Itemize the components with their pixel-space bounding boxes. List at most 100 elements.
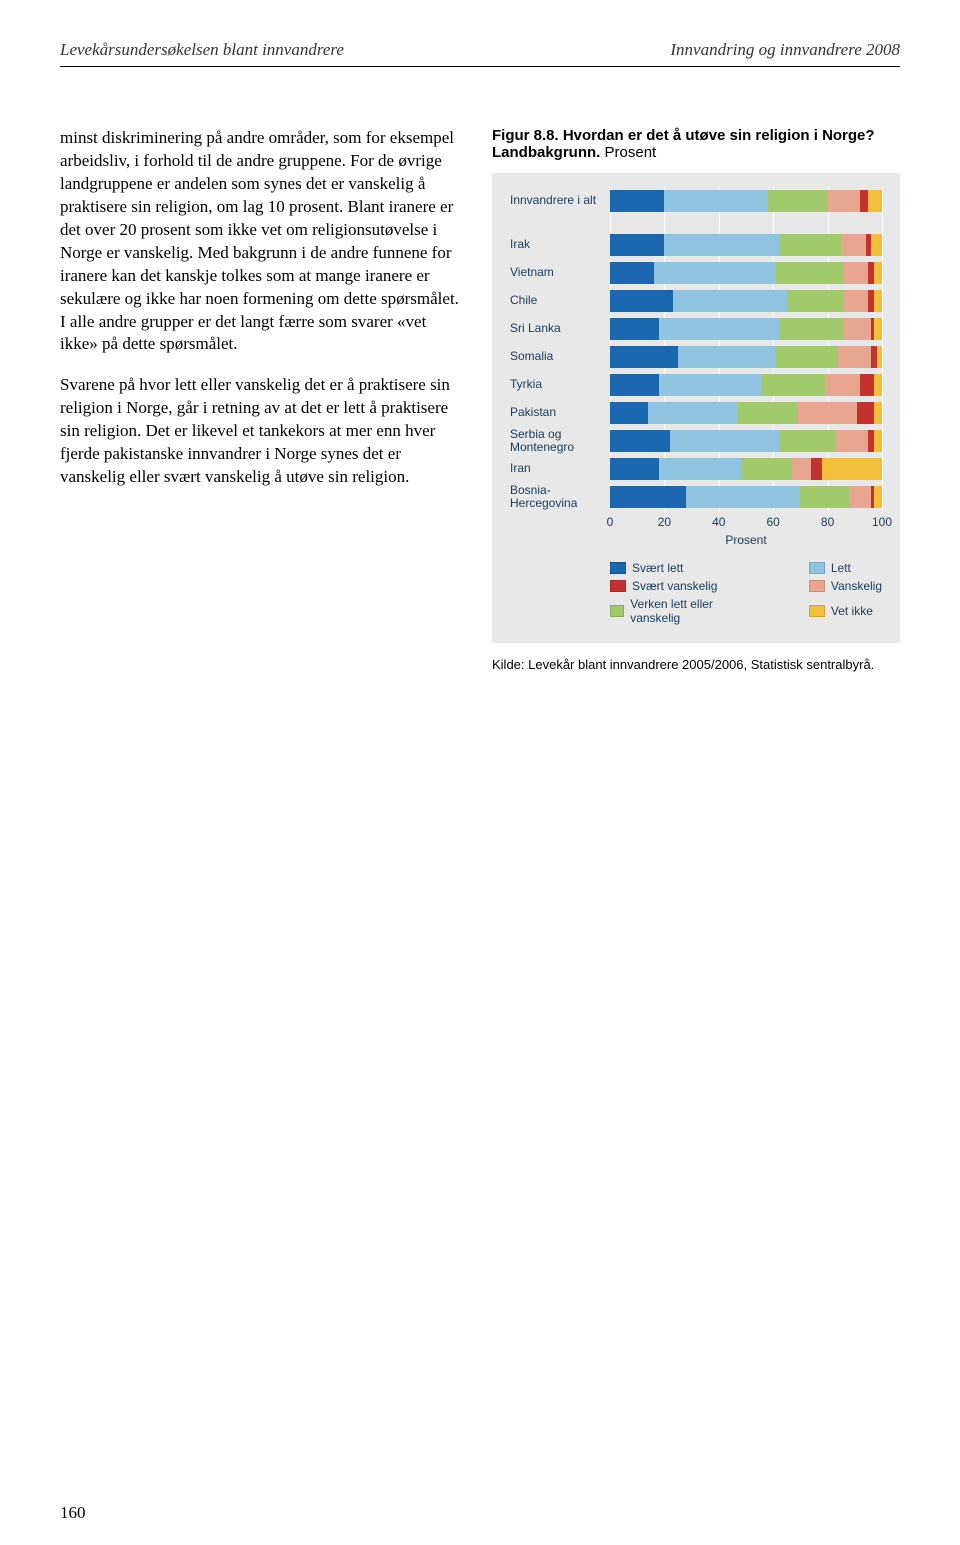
bar-segment-verken: [768, 190, 828, 212]
legend-label: Lett: [831, 561, 851, 575]
bar-segment-svart_vanskelig: [860, 374, 874, 396]
grid-line: [882, 259, 883, 287]
bar-track: [610, 374, 882, 396]
category-label: Serbia og Montenegro: [510, 428, 610, 454]
tick-label: 0: [607, 515, 614, 529]
bar-segment-vet_ikke: [877, 346, 882, 368]
chart-panel: Innvandrere i altIrakVietnamChileSri Lan…: [492, 173, 900, 643]
bar-area: [610, 259, 882, 287]
chart-row: Iran: [510, 455, 882, 483]
grid-line: [882, 287, 883, 315]
bar-track: [610, 458, 882, 480]
bar-area: [610, 187, 882, 215]
bar-area: [610, 231, 882, 259]
category-label: Irak: [510, 238, 610, 251]
bar-area: [610, 455, 882, 483]
header-rule: [60, 66, 900, 67]
bar-segment-verken: [800, 486, 849, 508]
bar-segment-svart_lett: [610, 486, 686, 508]
x-axis: 020406080100: [510, 515, 882, 531]
bar-segment-svart_lett: [610, 190, 664, 212]
legend-item: Svært vanskelig: [610, 579, 749, 593]
figure-source: Kilde: Levekår blant innvandrere 2005/20…: [492, 657, 900, 672]
bar-segment-vet_ikke: [874, 486, 882, 508]
chart-row: Pakistan: [510, 399, 882, 427]
bar-track: [610, 346, 882, 368]
bar-track: [610, 190, 882, 212]
header-left: Levekårsundersøkelsen blant innvandrere: [60, 40, 344, 60]
category-label: Tyrkia: [510, 378, 610, 391]
bar-segment-vanskelig: [844, 290, 868, 312]
chart-row: Chile: [510, 287, 882, 315]
bar-segment-verken: [738, 402, 798, 424]
bar-segment-svart_lett: [610, 430, 670, 452]
bar-segment-svart_lett: [610, 458, 659, 480]
legend-label: Vet ikke: [831, 604, 873, 618]
grid-line: [882, 455, 883, 483]
legend-label: Svært vanskelig: [632, 579, 717, 593]
bar-segment-vet_ikke: [874, 430, 882, 452]
legend-label: Verken lett eller vanskelig: [630, 597, 749, 625]
page-header: Levekårsundersøkelsen blant innvandrere …: [60, 40, 900, 60]
bar-segment-svart_vanskelig: [860, 190, 868, 212]
bar-segment-vet_ikke: [822, 458, 882, 480]
legend-item: Lett: [809, 561, 882, 575]
chart-row: Irak: [510, 231, 882, 259]
legend-swatch: [610, 562, 626, 574]
bar-segment-vet_ikke: [874, 374, 882, 396]
figure-column: Figur 8.8. Hvordan er det å utøve sin re…: [492, 127, 900, 672]
category-label: Innvandrere i alt: [510, 194, 610, 207]
bar-segment-lett: [659, 318, 779, 340]
chart-rows: Innvandrere i altIrakVietnamChileSri Lan…: [510, 187, 882, 511]
bar-segment-verken: [779, 234, 842, 256]
legend-label: Svært lett: [632, 561, 683, 575]
grid-line: [882, 231, 883, 259]
category-label: Bosnia-Hercegovina: [510, 484, 610, 510]
bar-segment-svart_lett: [610, 290, 673, 312]
bar-track: [610, 234, 882, 256]
bar-segment-lett: [686, 486, 800, 508]
bar-segment-lett: [659, 374, 762, 396]
bar-track: [610, 318, 882, 340]
bar-segment-vet_ikke: [874, 402, 882, 424]
bar-segment-verken: [776, 346, 839, 368]
figure-title-regular: Prosent: [600, 144, 656, 161]
header-right: Innvandring og innvandrere 2008: [670, 40, 900, 60]
bar-segment-verken: [762, 374, 825, 396]
category-label: Iran: [510, 462, 610, 475]
grid-line: [882, 315, 883, 343]
chart-row: Somalia: [510, 343, 882, 371]
legend-swatch: [809, 580, 825, 592]
bar-area: [610, 427, 882, 455]
legend-item: Vet ikke: [809, 597, 882, 625]
bar-segment-svart_vanskelig: [857, 402, 873, 424]
chart-row: Bosnia-Hercegovina: [510, 483, 882, 511]
bar-segment-lett: [673, 290, 787, 312]
bar-area: [610, 315, 882, 343]
bar-segment-svart_lett: [610, 374, 659, 396]
bar-segment-lett: [659, 458, 741, 480]
bar-segment-lett: [654, 262, 776, 284]
bar-segment-vanskelig: [798, 402, 858, 424]
bar-segment-verken: [787, 290, 844, 312]
grid-line: [882, 483, 883, 511]
bar-segment-vet_ikke: [874, 262, 882, 284]
bar-track: [610, 402, 882, 424]
legend-label: Vanskelig: [831, 579, 882, 593]
row-spacer: [510, 215, 882, 231]
legend-swatch: [809, 562, 825, 574]
chart-row: Vietnam: [510, 259, 882, 287]
category-label: Chile: [510, 294, 610, 307]
paragraph-2: Svarene på hvor lett eller vanskelig det…: [60, 374, 460, 489]
category-label: Pakistan: [510, 406, 610, 419]
category-label: Somalia: [510, 350, 610, 363]
page-number: 160: [60, 1503, 86, 1523]
bar-track: [610, 486, 882, 508]
bar-segment-svart_lett: [610, 318, 659, 340]
legend-swatch: [610, 580, 626, 592]
legend-item: Vanskelig: [809, 579, 882, 593]
legend-swatch: [809, 605, 825, 617]
bar-segment-lett: [678, 346, 776, 368]
bar-track: [610, 430, 882, 452]
figure-title-bold: Figur 8.8. Hvordan er det å utøve sin re…: [492, 127, 875, 161]
